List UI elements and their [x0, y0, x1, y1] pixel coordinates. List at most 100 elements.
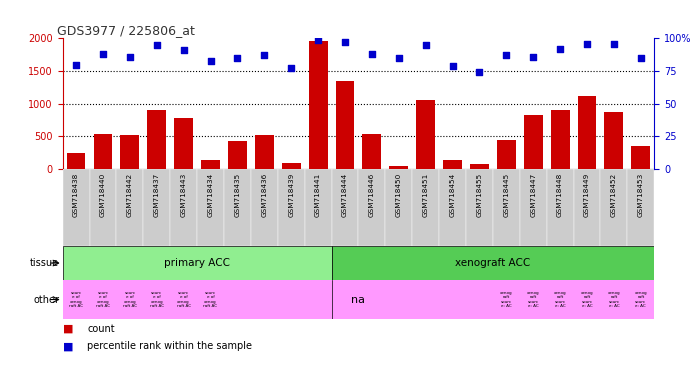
- Bar: [546, 169, 574, 246]
- Text: xenog
raft
sourc
e: AC: xenog raft sourc e: AC: [527, 291, 539, 308]
- Text: xenog
raft
sourc
e: AC: xenog raft sourc e: AC: [635, 291, 647, 308]
- Bar: [90, 169, 116, 246]
- Bar: [116, 169, 143, 246]
- Text: GSM718441: GSM718441: [315, 173, 321, 217]
- Text: GSM718442: GSM718442: [127, 173, 133, 217]
- Text: GSM718444: GSM718444: [342, 173, 348, 217]
- Point: [608, 41, 619, 47]
- Text: xenog
raft
sourc
e: AC: xenog raft sourc e: AC: [608, 291, 620, 308]
- Bar: [224, 169, 251, 246]
- Bar: [282, 163, 301, 169]
- Point: [313, 36, 324, 43]
- Bar: [412, 169, 439, 246]
- Point: [635, 55, 647, 61]
- Text: GSM718449: GSM718449: [584, 173, 590, 217]
- Bar: [278, 169, 305, 246]
- Bar: [605, 111, 624, 169]
- Point: [555, 46, 566, 52]
- Text: GSM718450: GSM718450: [396, 173, 402, 217]
- Bar: [120, 135, 139, 169]
- Point: [581, 41, 592, 47]
- Text: tissue: tissue: [30, 258, 59, 268]
- Point: [447, 63, 458, 69]
- Text: GSM718445: GSM718445: [503, 173, 509, 217]
- Bar: [389, 166, 408, 169]
- Bar: [551, 109, 569, 169]
- Bar: [386, 169, 412, 246]
- Text: GSM718446: GSM718446: [369, 173, 375, 217]
- Point: [70, 61, 81, 68]
- Point: [340, 39, 351, 45]
- Bar: [358, 169, 386, 246]
- Point: [151, 42, 162, 48]
- Bar: [335, 81, 354, 169]
- Text: sourc
e of
xenog
raft AC: sourc e of xenog raft AC: [177, 291, 191, 308]
- Point: [528, 54, 539, 60]
- Bar: [443, 161, 462, 169]
- Bar: [309, 41, 328, 169]
- Text: xenograft ACC: xenograft ACC: [455, 258, 530, 268]
- Bar: [439, 169, 466, 246]
- Text: GSM718453: GSM718453: [638, 173, 644, 217]
- Bar: [578, 96, 596, 169]
- Text: GSM718447: GSM718447: [530, 173, 536, 217]
- Bar: [201, 161, 220, 169]
- Text: percentile rank within the sample: percentile rank within the sample: [87, 341, 252, 351]
- Bar: [171, 169, 197, 246]
- Text: xenog
raft
sourc
e: AC: xenog raft sourc e: AC: [580, 291, 593, 308]
- Point: [285, 65, 296, 71]
- Text: GDS3977 / 225806_at: GDS3977 / 225806_at: [57, 24, 195, 37]
- Text: GSM718440: GSM718440: [100, 173, 106, 217]
- Point: [393, 55, 404, 61]
- Point: [366, 51, 377, 57]
- Text: GSM718439: GSM718439: [288, 173, 294, 217]
- Bar: [331, 169, 358, 246]
- Point: [205, 58, 216, 64]
- Bar: [93, 134, 112, 169]
- Bar: [466, 169, 493, 246]
- Text: GSM718434: GSM718434: [207, 173, 214, 217]
- Point: [474, 69, 485, 75]
- Text: xenog
raft
sourc
e: AC: xenog raft sourc e: AC: [554, 291, 567, 308]
- Bar: [143, 169, 171, 246]
- Bar: [574, 169, 601, 246]
- Point: [232, 55, 243, 61]
- Bar: [470, 164, 489, 169]
- Text: other: other: [33, 295, 59, 305]
- Bar: [305, 169, 331, 246]
- Text: primary ACC: primary ACC: [164, 258, 230, 268]
- Text: GSM718435: GSM718435: [235, 173, 240, 217]
- Text: ■: ■: [63, 341, 73, 351]
- Bar: [416, 100, 435, 169]
- Point: [259, 52, 270, 58]
- Bar: [493, 169, 520, 246]
- Text: GSM718443: GSM718443: [181, 173, 187, 217]
- Text: count: count: [87, 324, 115, 334]
- Text: ■: ■: [63, 324, 73, 334]
- Point: [420, 42, 432, 48]
- Point: [501, 52, 512, 58]
- Bar: [63, 169, 90, 246]
- Text: GSM718448: GSM718448: [557, 173, 563, 217]
- Bar: [331, 246, 654, 280]
- Bar: [631, 146, 650, 169]
- Bar: [148, 110, 166, 169]
- Text: sourc
e of
xenog
raft AC: sourc e of xenog raft AC: [122, 291, 137, 308]
- Text: GSM718437: GSM718437: [154, 173, 160, 217]
- Text: sourc
e of
xenog
raft AC: sourc e of xenog raft AC: [150, 291, 164, 308]
- Bar: [363, 134, 381, 169]
- Text: GSM718452: GSM718452: [611, 173, 617, 217]
- Bar: [174, 118, 193, 169]
- Text: GSM718438: GSM718438: [73, 173, 79, 217]
- Bar: [251, 169, 278, 246]
- Bar: [627, 169, 654, 246]
- Text: GSM718455: GSM718455: [477, 173, 482, 217]
- Bar: [67, 152, 86, 169]
- Bar: [601, 169, 627, 246]
- Text: xenog
raft
sourc
e: AC: xenog raft sourc e: AC: [500, 291, 513, 308]
- Text: GSM718436: GSM718436: [261, 173, 267, 217]
- Bar: [524, 116, 543, 169]
- Text: sourc
e of
xenog
raft AC: sourc e of xenog raft AC: [203, 291, 218, 308]
- Bar: [197, 169, 224, 246]
- Text: sourc
e of
xenog
raft AC: sourc e of xenog raft AC: [96, 291, 110, 308]
